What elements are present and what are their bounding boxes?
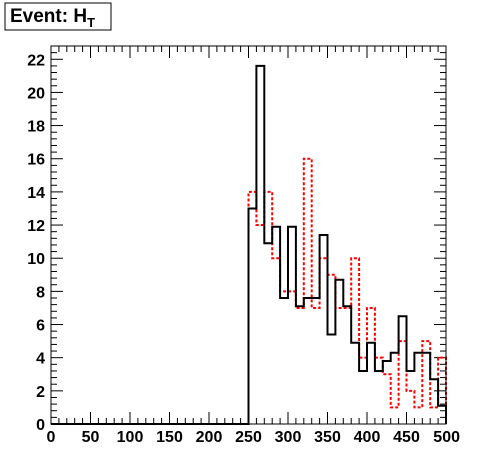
y-tick-label: 20	[27, 85, 45, 102]
y-tick-label: 10	[27, 251, 45, 268]
y-tick-label: 4	[36, 351, 45, 368]
x-tick-label: 250	[235, 429, 262, 446]
x-tick-label: 100	[117, 429, 144, 446]
x-tick-label: 50	[82, 429, 100, 446]
title-box-frame	[4, 2, 112, 31]
plot-frame	[50, 45, 447, 425]
x-tick-label: 350	[314, 429, 341, 446]
y-tick-label: 2	[36, 384, 45, 401]
y-tick-label: 0	[36, 417, 45, 434]
y-tick-label: 16	[27, 152, 45, 169]
x-tick-label: 450	[393, 429, 420, 446]
y-tick-label: 18	[27, 119, 45, 136]
y-tick-label: 12	[27, 218, 45, 235]
chart-title: Event: HT	[10, 6, 95, 30]
x-tick-label: 500	[433, 429, 460, 446]
y-tick-label: 14	[27, 185, 45, 202]
x-tick-label: 200	[196, 429, 223, 446]
x-tick-label: 400	[354, 429, 381, 446]
chart-title-subscript: T	[87, 15, 95, 30]
x-tick-label: 0	[47, 429, 56, 446]
tick-labels: 0 2 4 6 8 10 12 14 16 18 20 22 0 50 100 150 200 250 300 350…	[27, 52, 460, 446]
x-tick-label: 300	[275, 429, 302, 446]
y-tick-label: 22	[27, 52, 45, 69]
x-tick-label: 150	[156, 429, 183, 446]
chart-title-box: Event: HT	[4, 2, 112, 31]
y-tick-label: 8	[36, 284, 45, 301]
chart-title-prefix: Event: H	[10, 6, 87, 27]
y-tick-label: 6	[36, 318, 45, 335]
